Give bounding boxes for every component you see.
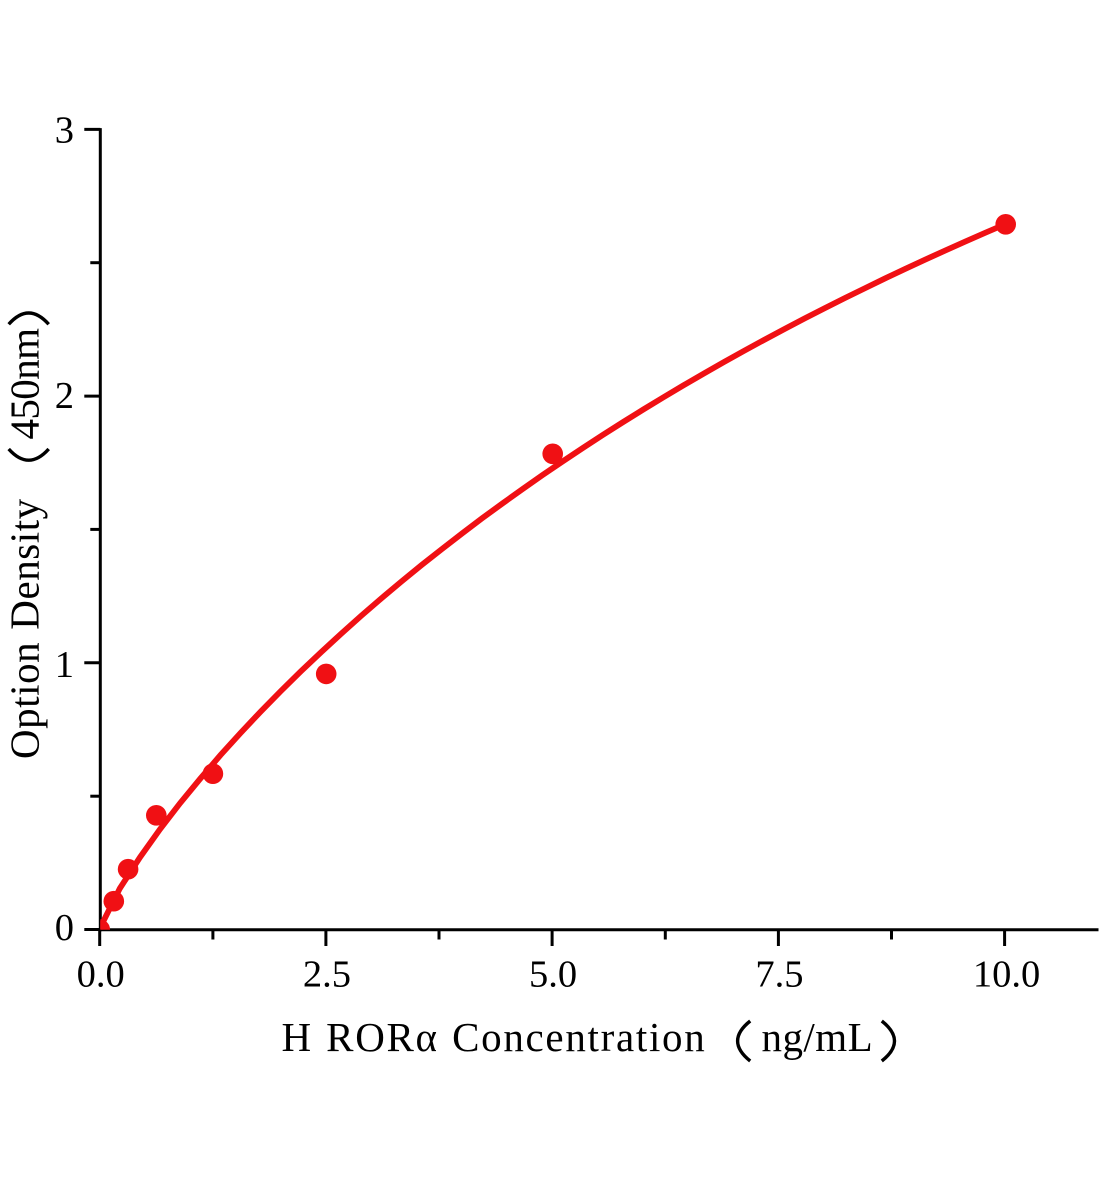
svg-text:ng/mL: ng/mL [762, 1014, 874, 1060]
svg-text:2.5: 2.5 [303, 953, 351, 995]
svg-text:2: 2 [55, 375, 74, 417]
svg-text:7.5: 7.5 [755, 953, 803, 995]
svg-text:Option Density: Option Density [2, 498, 48, 759]
svg-text:10.0: 10.0 [973, 953, 1040, 995]
svg-text:0.0: 0.0 [77, 953, 125, 995]
svg-text:3: 3 [55, 109, 74, 151]
svg-text:450nm: 450nm [2, 328, 48, 440]
svg-text:0: 0 [55, 907, 74, 949]
svg-text:5.0: 5.0 [529, 953, 577, 995]
svg-text:1: 1 [55, 644, 74, 686]
svg-text:H RORα Concentration: H RORα Concentration [282, 1014, 707, 1060]
